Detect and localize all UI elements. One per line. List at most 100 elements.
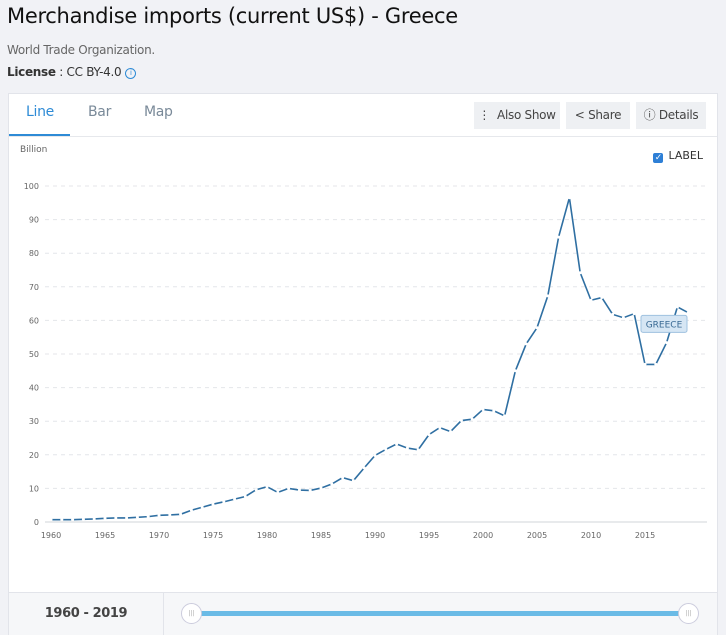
y-tick-label: 30: [29, 417, 39, 426]
share-label: Share: [588, 108, 622, 122]
data-point: [319, 486, 323, 490]
data-point: [135, 515, 139, 519]
data-point: [103, 516, 107, 520]
data-point: [49, 518, 53, 522]
label-checkbox-text: LABEL: [668, 149, 703, 162]
tab-line[interactable]: Line: [26, 104, 54, 120]
data-point: [589, 298, 593, 302]
data-point: [146, 515, 150, 519]
share-icon: <: [574, 108, 585, 122]
share-button[interactable]: < Share: [566, 102, 630, 129]
data-point: [168, 513, 172, 517]
data-point: [265, 485, 269, 489]
y-tick-label: 20: [29, 451, 39, 460]
data-point: [665, 341, 669, 345]
data-point: [330, 482, 334, 486]
data-point: [92, 517, 96, 521]
data-point: [611, 312, 615, 316]
y-tick-label: 10: [29, 484, 39, 493]
series-label: GREECE: [646, 320, 683, 330]
tab-bar: Line Bar Map ⋮ Also Show < Share ⓘ Detai…: [9, 94, 717, 137]
range-footer: 1960 - 2019 ||| |||: [9, 592, 717, 635]
year-range: 1960 - 2019: [9, 593, 164, 635]
data-point: [125, 516, 129, 520]
data-point: [449, 430, 453, 434]
data-point: [254, 488, 258, 492]
x-tick-label: 2005: [527, 531, 547, 540]
checkbox-checked-icon[interactable]: ✓: [653, 153, 664, 163]
data-point: [395, 442, 399, 446]
data-point: [373, 453, 377, 457]
range-slider-start-handle[interactable]: |||: [181, 603, 202, 624]
x-tick-label: 2015: [635, 531, 655, 540]
y-tick-label: 90: [29, 216, 39, 225]
data-point: [600, 296, 604, 300]
data-point: [535, 326, 539, 330]
x-tick-label: 1990: [365, 531, 385, 540]
data-point: [643, 362, 647, 366]
active-tab-indicator: [9, 134, 70, 136]
data-point: [60, 518, 64, 522]
x-tick-label: 1960: [41, 531, 61, 540]
x-tick-label: 1985: [311, 531, 331, 540]
data-point: [297, 488, 301, 492]
data-point: [179, 512, 183, 516]
tab-map[interactable]: Map: [144, 104, 173, 120]
x-tick-label: 1975: [203, 531, 223, 540]
series-label-box: [640, 314, 688, 333]
y-tick-label: 80: [29, 249, 39, 258]
data-point: [308, 488, 312, 492]
line-chart: 0 10 20 30 40 50 60 70 80 90 100 1960 1965 1970 1975 19…: [24, 182, 707, 540]
data-point: [481, 407, 485, 411]
data-point: [405, 446, 409, 450]
data-point: [71, 518, 75, 522]
info-circle-icon: ⓘ: [643, 108, 656, 122]
data-point: [81, 517, 85, 521]
data-point: [114, 516, 118, 520]
x-tick-label: 2010: [581, 531, 601, 540]
data-point: [557, 235, 561, 239]
data-point: [351, 479, 355, 483]
range-slider-end-handle[interactable]: |||: [678, 603, 699, 624]
data-point: [470, 417, 474, 421]
data-point: [384, 447, 388, 451]
data-point: [632, 312, 636, 316]
license-label: License: [7, 65, 56, 79]
license: License : CC BY-4.0 i: [7, 65, 137, 79]
more-vertical-icon: ⋮: [478, 108, 491, 122]
x-tick-label: 2000: [473, 531, 493, 540]
details-button[interactable]: ⓘ Details: [636, 102, 706, 129]
data-point: [503, 414, 507, 418]
y-tick-label: 60: [29, 316, 39, 325]
data-point: [621, 316, 625, 320]
data-point: [362, 466, 366, 470]
data-point: [567, 196, 571, 200]
license-value: : CC BY-4.0: [55, 65, 122, 79]
data-point: [211, 502, 215, 506]
range-slider-track[interactable]: [199, 611, 689, 616]
data-point: [287, 486, 291, 490]
data-point: [654, 362, 658, 366]
data-point: [189, 508, 193, 512]
data-point: [416, 448, 420, 452]
data-point: [200, 505, 204, 509]
y-tick-label: 40: [29, 384, 39, 393]
data-point: [222, 500, 226, 504]
data-point: [233, 497, 237, 501]
data-point: [341, 476, 345, 480]
data-point: [686, 311, 690, 315]
data-source: World Trade Organization.: [7, 43, 155, 57]
also-show-button[interactable]: ⋮ Also Show: [474, 102, 560, 129]
x-tick-label: 1965: [95, 531, 115, 540]
y-tick-label: 50: [29, 350, 39, 359]
tab-bar-chart[interactable]: Bar: [88, 104, 112, 120]
also-show-label: Also Show: [497, 108, 556, 122]
data-point: [524, 342, 528, 346]
chart-card: Line Bar Map ⋮ Also Show < Share ⓘ Detai…: [8, 93, 718, 635]
y-axis-unit: Billion: [20, 145, 48, 155]
data-point: [546, 294, 550, 298]
info-icon[interactable]: i: [125, 68, 137, 79]
label-checkbox[interactable]: ✓ LABEL: [653, 149, 703, 163]
x-tick-label: 1980: [257, 531, 277, 540]
series-line: [51, 197, 689, 521]
